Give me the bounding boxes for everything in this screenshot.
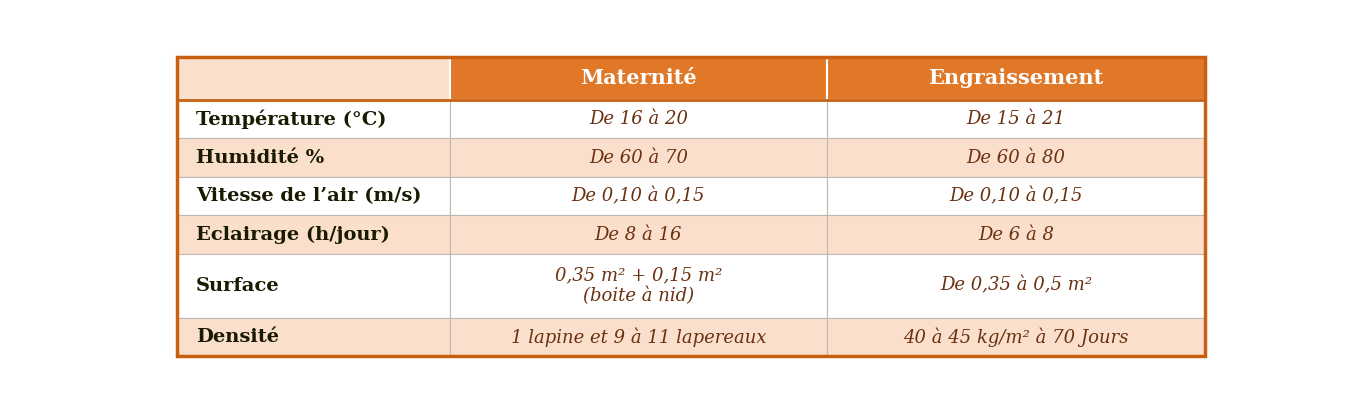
Text: De 60 à 70: De 60 à 70	[589, 148, 687, 166]
Text: De 16 à 20: De 16 à 20	[589, 110, 687, 128]
Bar	[450, 177, 828, 216]
Bar	[450, 138, 828, 177]
Bar	[177, 318, 450, 356]
Text: Engraissement: Engraissement	[929, 68, 1104, 88]
Bar	[177, 57, 450, 100]
Bar	[450, 318, 828, 356]
Text: Température (°C): Température (°C)	[195, 110, 386, 129]
Text: De 8 à 16: De 8 à 16	[594, 226, 682, 244]
Text: De 0,10 à 0,15: De 0,10 à 0,15	[949, 187, 1082, 205]
Text: Densité: Densité	[195, 328, 279, 346]
Text: Humidité %: Humidité %	[195, 148, 324, 166]
Text: De 15 à 21: De 15 à 21	[967, 110, 1065, 128]
Bar	[450, 254, 828, 318]
Text: Surface: Surface	[195, 277, 279, 295]
Bar	[828, 100, 1205, 138]
Text: 1 lapine et 9 à 11 lapereaux: 1 lapine et 9 à 11 lapereaux	[511, 327, 766, 347]
Bar	[828, 177, 1205, 216]
Bar	[177, 100, 450, 138]
Bar	[177, 138, 450, 177]
Bar	[828, 318, 1205, 356]
Text: Vitesse de l’air (m/s): Vitesse de l’air (m/s)	[195, 187, 421, 205]
Text: De 60 à 80: De 60 à 80	[967, 148, 1065, 166]
Bar	[450, 100, 828, 138]
Bar	[450, 57, 828, 100]
Text: De 0,35 à 0,5 m²: De 0,35 à 0,5 m²	[940, 276, 1092, 295]
Text: Maternité: Maternité	[580, 68, 697, 88]
Bar	[828, 138, 1205, 177]
Bar	[177, 216, 450, 254]
Bar	[177, 177, 450, 216]
Text: 0,35 m² + 0,15 m²
(boite à nid): 0,35 m² + 0,15 m² (boite à nid)	[555, 266, 723, 306]
Text: Eclairage (h/jour): Eclairage (h/jour)	[195, 225, 390, 244]
Bar	[177, 254, 450, 318]
Text: 40 à 45 kg/m² à 70 Jours: 40 à 45 kg/m² à 70 Jours	[903, 327, 1128, 347]
Bar	[450, 216, 828, 254]
Bar	[828, 57, 1205, 100]
Bar	[828, 216, 1205, 254]
Text: De 0,10 à 0,15: De 0,10 à 0,15	[572, 187, 705, 205]
Text: De 6 à 8: De 6 à 8	[979, 226, 1054, 244]
Bar	[828, 254, 1205, 318]
